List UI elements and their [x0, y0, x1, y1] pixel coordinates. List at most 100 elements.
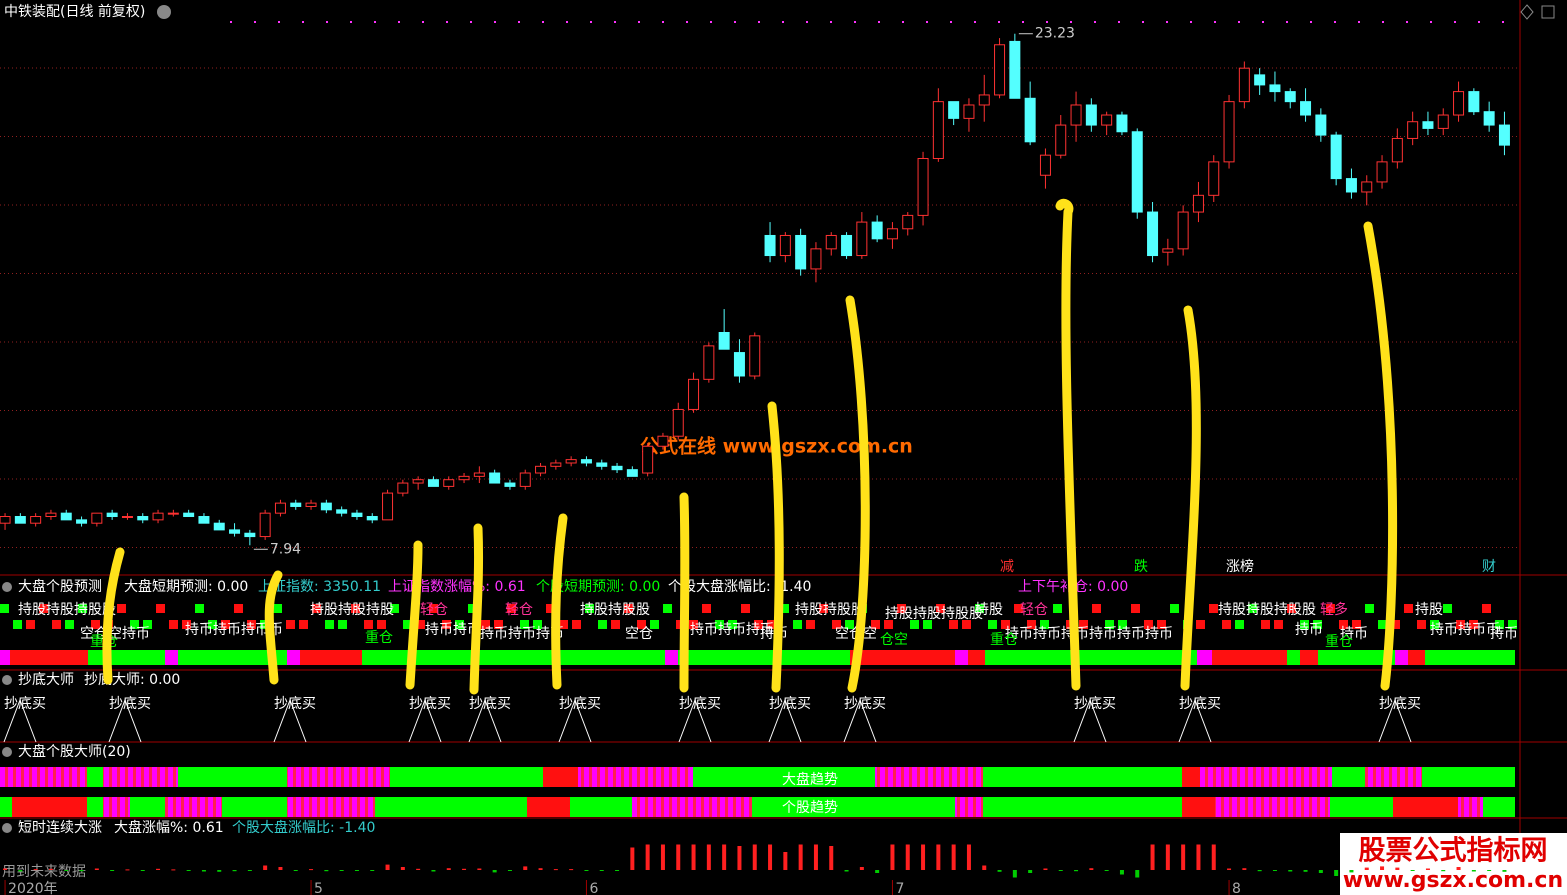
bar [569, 869, 574, 871]
signal-block [91, 620, 100, 629]
signal-block [0, 604, 9, 613]
x-tick-label: 6 [589, 881, 598, 895]
candle-body [948, 101, 960, 119]
trend-strip [165, 797, 222, 817]
trend-strip [1365, 767, 1422, 787]
badge: 减 [1000, 559, 1014, 575]
dot [446, 21, 448, 23]
candle-body [14, 516, 26, 524]
annotation-stroke [264, 570, 283, 685]
bar [400, 867, 405, 870]
candle-body [1483, 111, 1495, 126]
candle-body [596, 462, 608, 467]
trend-strip [0, 797, 12, 817]
candle-body [30, 516, 42, 524]
signal-block [936, 604, 945, 613]
dot [350, 21, 352, 23]
candle-body [0, 516, 11, 524]
signal-strip [955, 650, 968, 665]
bar [492, 870, 497, 873]
dot [518, 21, 520, 23]
signal-strip [850, 650, 955, 665]
signal-block [1274, 620, 1283, 629]
logo: 股票公式指标网 www.gszx.com.cn [1340, 833, 1567, 895]
bar [982, 865, 987, 870]
signal-strip [178, 650, 287, 665]
bar [921, 844, 926, 870]
bar [339, 870, 344, 871]
dot [1334, 21, 1336, 23]
signal-strip [1212, 650, 1287, 665]
signal-block [1417, 620, 1426, 629]
signal-block [1118, 620, 1127, 629]
signal-block [1027, 620, 1036, 629]
bar [462, 868, 467, 870]
signal-label: 持币持币持币 [480, 626, 564, 642]
dot [542, 21, 544, 23]
signal-strip [165, 650, 178, 665]
dot [254, 21, 256, 23]
signal-block [1170, 604, 1179, 613]
candle-body [871, 221, 883, 240]
candle-body [213, 522, 225, 531]
signal-block [1001, 620, 1010, 629]
candle-body [106, 512, 118, 518]
candle-body [1422, 121, 1434, 129]
field: 个股大盘涨幅比: -1.40 [668, 578, 811, 595]
signal-label: 持币持币持币币 [185, 622, 283, 638]
signal-block [832, 620, 841, 629]
field: 大盘涨幅%: 0.61 [114, 819, 224, 836]
signal-block [598, 620, 607, 629]
x-tick-label: 5 [314, 881, 323, 895]
signal-block [52, 620, 61, 629]
signal-block [143, 620, 152, 629]
signal-strip [1287, 650, 1300, 665]
bar [263, 865, 268, 870]
candle-body [320, 502, 332, 511]
min-label: 7.94 [270, 541, 301, 557]
signal-block [1495, 620, 1504, 629]
candle-body [1238, 67, 1250, 103]
signal-block [1014, 604, 1023, 613]
candle-body [932, 101, 944, 160]
dot [326, 21, 328, 23]
bar [140, 870, 145, 871]
candle-body [305, 502, 317, 507]
signal-block [156, 604, 165, 613]
signal-block [1092, 604, 1101, 613]
signal-triangle [3, 698, 37, 743]
note: 用到未来数据 [2, 864, 86, 880]
bar [1012, 870, 1017, 878]
candle-body [229, 529, 241, 534]
candle-body [1192, 194, 1204, 213]
trend-strip [87, 767, 103, 787]
icon[interactable] [1520, 4, 1534, 20]
panel-name: 大盘个股预测 [18, 578, 102, 595]
trend-strip [287, 797, 375, 817]
signal-block [520, 620, 529, 629]
candle-body [580, 459, 592, 464]
signal-block [494, 620, 503, 629]
candle-body [382, 492, 394, 521]
candle-body [274, 502, 286, 514]
trend-strip [87, 797, 103, 817]
signal-block [741, 604, 750, 613]
candle-body [458, 475, 470, 481]
trend-strip [1393, 797, 1458, 817]
bar [523, 866, 528, 870]
candle-body [917, 158, 929, 216]
bar [1257, 870, 1262, 872]
dot [734, 21, 736, 23]
bar [829, 846, 834, 870]
candle-body [1453, 91, 1465, 116]
dot [1094, 21, 1096, 23]
signal-block [780, 604, 789, 613]
signal-label: 持币 [1295, 622, 1323, 638]
menu-icon[interactable] [157, 5, 171, 19]
candle-body [519, 472, 531, 487]
annotation-stroke [102, 547, 125, 685]
bar [1211, 844, 1216, 870]
icon[interactable] [1541, 5, 1555, 19]
signal-block [364, 620, 373, 629]
